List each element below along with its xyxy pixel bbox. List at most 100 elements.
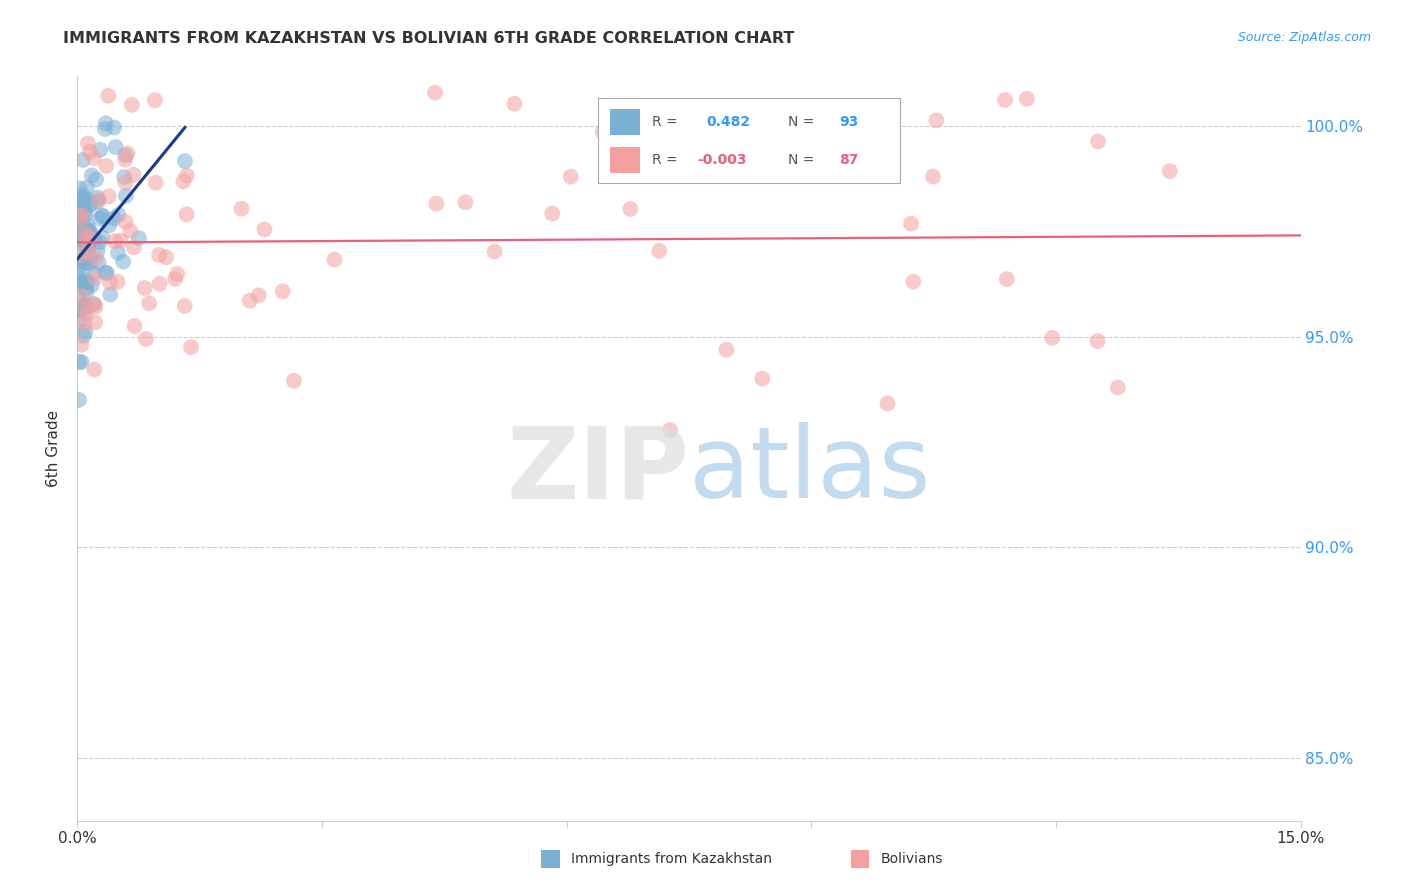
Point: [751, 371, 773, 385]
Point: [79, 198, 101, 212]
Point: [84, 251, 107, 265]
Point: [76, 233, 98, 247]
Point: [73, 239, 96, 253]
Point: [73, 227, 96, 241]
Point: [173, 299, 195, 313]
Point: [648, 244, 671, 258]
Point: [84, 315, 107, 329]
Point: [96, 266, 118, 280]
Point: [72, 329, 94, 343]
Point: [104, 140, 127, 154]
Text: R =: R =: [652, 115, 678, 128]
Point: [83, 232, 105, 246]
Point: [115, 188, 138, 202]
Point: [143, 93, 166, 107]
Point: [107, 245, 129, 260]
Point: [77, 241, 100, 255]
Point: [253, 222, 276, 236]
Point: [72, 225, 94, 239]
Point: [94, 116, 117, 130]
Point: [75, 193, 97, 207]
Point: [91, 230, 114, 244]
Point: [70, 227, 93, 242]
Point: [72, 192, 94, 206]
Point: [73, 298, 96, 312]
Point: [138, 296, 160, 310]
Text: ZIP: ZIP: [506, 422, 689, 519]
Point: [69, 275, 91, 289]
Point: [75, 256, 97, 270]
Point: [76, 276, 98, 290]
Point: [1040, 331, 1063, 345]
Point: [67, 292, 90, 306]
Point: [1107, 380, 1129, 394]
Point: [67, 355, 90, 369]
Point: [67, 392, 90, 407]
Point: [67, 315, 90, 329]
Point: [67, 203, 90, 218]
Text: Bolivians: Bolivians: [880, 852, 942, 866]
Point: [94, 266, 117, 280]
Point: [120, 224, 142, 238]
Text: Source: ZipAtlas.com: Source: ZipAtlas.com: [1237, 31, 1371, 45]
Point: [271, 285, 294, 299]
Point: [70, 337, 93, 351]
Point: [73, 305, 96, 319]
Point: [76, 180, 98, 194]
Point: [73, 204, 96, 219]
Point: [70, 208, 93, 222]
Point: [70, 257, 93, 271]
Text: R =: R =: [652, 153, 678, 167]
Point: [75, 325, 97, 339]
Point: [503, 96, 526, 111]
Point: [97, 88, 120, 103]
Point: [239, 293, 262, 308]
Point: [84, 172, 107, 186]
Point: [128, 231, 150, 245]
Point: [70, 355, 93, 369]
Point: [1159, 164, 1181, 178]
Point: [165, 272, 187, 286]
Point: [70, 289, 93, 303]
Point: [96, 159, 118, 173]
Point: [176, 207, 198, 221]
Point: [67, 277, 90, 291]
Point: [247, 288, 270, 302]
Text: atlas: atlas: [689, 422, 931, 519]
Point: [135, 332, 157, 346]
Bar: [610, 147, 640, 173]
Point: [98, 276, 121, 290]
Point: [114, 148, 136, 162]
Point: [83, 362, 105, 376]
Bar: [610, 109, 640, 135]
Point: [72, 211, 94, 225]
Point: [67, 219, 90, 234]
Point: [98, 287, 121, 301]
Point: [1087, 334, 1109, 348]
Point: [79, 231, 101, 245]
Point: [72, 188, 94, 202]
Point: [79, 257, 101, 271]
Point: [110, 234, 132, 248]
Point: [75, 273, 97, 287]
Point: [112, 169, 135, 184]
Point: [77, 225, 100, 239]
Point: [1087, 135, 1109, 149]
Point: [67, 260, 90, 275]
Point: [83, 267, 105, 281]
Point: [423, 86, 446, 100]
Point: [72, 219, 94, 233]
Point: [69, 253, 91, 268]
Point: [91, 209, 114, 223]
Point: [925, 113, 948, 128]
Point: [145, 176, 167, 190]
Point: [560, 169, 582, 184]
Point: [77, 251, 100, 265]
Point: [75, 281, 97, 295]
Point: [87, 191, 110, 205]
Point: [77, 244, 100, 259]
Point: [900, 217, 922, 231]
Point: [98, 219, 121, 233]
Point: [75, 207, 97, 221]
Point: [323, 252, 346, 267]
